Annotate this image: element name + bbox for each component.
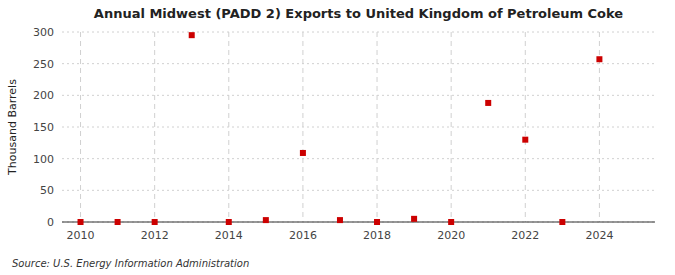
y-grid-line	[62, 127, 655, 128]
point	[559, 219, 565, 225]
x-tick-label: 2024	[585, 229, 613, 242]
x-tick-label: 2016	[289, 229, 317, 242]
y-grid-line	[62, 222, 655, 223]
x-grid-line	[80, 32, 81, 222]
y-tick-label: 150	[33, 121, 54, 134]
point	[522, 137, 528, 143]
x-tick-label: 2018	[363, 229, 391, 242]
point	[596, 56, 602, 62]
y-tick-label: 0	[47, 216, 54, 229]
point	[300, 150, 306, 156]
grid	[62, 32, 655, 222]
x-tick-label: 2010	[67, 229, 95, 242]
x-axis-line	[62, 222, 655, 223]
chart-container: Annual Midwest (PADD 2) Exports to Unite…	[0, 0, 675, 275]
point	[263, 217, 269, 223]
x-tick-label: 2012	[141, 229, 169, 242]
point	[485, 100, 491, 106]
x-grid-line	[228, 32, 229, 222]
y-tick-label: 200	[33, 89, 54, 102]
x-grid-line	[302, 32, 303, 222]
x-grid-line	[154, 32, 155, 222]
x-tick-label: 2022	[511, 229, 539, 242]
point	[411, 216, 417, 222]
title: Annual Midwest (PADD 2) Exports to Unite…	[94, 6, 624, 21]
x-tick-label: 2020	[437, 229, 465, 242]
point	[448, 219, 454, 225]
points	[78, 32, 603, 225]
x-grid-line	[377, 32, 378, 222]
point	[226, 219, 232, 225]
x-tick-label: 2014	[215, 229, 243, 242]
point	[152, 219, 158, 225]
y-tick-label: 50	[40, 184, 54, 197]
y-tick-label: 300	[33, 26, 54, 39]
point	[115, 219, 121, 225]
x-grid-line	[451, 32, 452, 222]
x-grid-line	[525, 32, 526, 222]
y-grid-line	[62, 32, 655, 33]
y-grid-line	[62, 190, 655, 191]
point	[374, 219, 380, 225]
point	[337, 217, 343, 223]
annotation: Source: U.S. Energy Information Administ…	[12, 258, 249, 269]
y-grid-line	[62, 63, 655, 64]
point	[78, 219, 84, 225]
y-tick-label: 100	[33, 153, 54, 166]
y-grid-line	[62, 95, 655, 96]
y-grid-line	[62, 158, 655, 159]
chart: Annual Midwest (PADD 2) Exports to Unite…	[0, 0, 675, 275]
y-axis-label: Thousand Barrels	[6, 79, 19, 176]
y-tick-label: 250	[33, 58, 54, 71]
point	[189, 32, 195, 38]
